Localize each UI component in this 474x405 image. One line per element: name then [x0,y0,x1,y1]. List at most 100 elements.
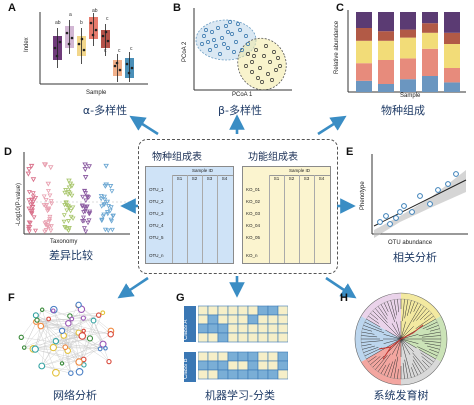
network-edge [24,330,111,348]
species-table: Sample ID S1 S2 S3 S4 OTU_1 OTU_2 OTU_3 … [145,166,234,264]
network-edge [41,348,106,367]
tree-branch [393,299,398,316]
matrix-cell [277,360,288,371]
manhattan-point [61,213,67,218]
panel-d-xlabel: Taxonomy [50,239,78,245]
matrix-cell [277,305,288,316]
manhattan-point [87,209,93,215]
tree-branch [393,356,399,379]
network-node [39,307,45,313]
stack-segment [444,32,460,44]
manhattan-point [46,207,52,213]
network-node [100,310,106,316]
stack-segment [444,12,460,33]
panel-d-letter: D [4,146,12,158]
manhattan-point [66,226,72,231]
network-edge [37,318,72,321]
tree-branch [409,304,422,324]
tree-branch [412,363,419,376]
tree-branch [362,328,373,332]
manhattan-point [48,199,54,204]
tree-branch [419,310,430,321]
correlation-scatter [371,154,468,238]
manhattan-point [69,193,75,199]
network-edge [53,309,72,374]
network-node [103,345,108,351]
tree-branch [383,302,389,312]
tree-branch [396,338,402,357]
tree-branch [422,360,430,368]
tree-branch [419,318,436,329]
network-edge [33,348,80,363]
manhattan-point [83,198,89,203]
manhattan-point [107,183,114,189]
manhattan-point [29,197,35,203]
sig-label: ab [92,8,98,14]
network-node [34,317,40,323]
network-edge [67,350,72,374]
manhattan-point [33,195,39,201]
tree-branch [391,323,402,340]
manhattan-point [103,163,109,169]
matrix-cell [217,369,229,380]
tree-branch [361,343,372,347]
class-b-label: Class B [183,358,189,379]
manhattan-point [43,197,49,203]
network-edge [93,320,110,362]
tree-branch [427,345,440,350]
matrix-cell [247,305,259,316]
panel-b-letter: B [173,2,181,14]
manhattan-point [80,215,86,221]
manhattan-point [47,214,53,220]
tree-branch [412,306,425,322]
matrix-cell [227,360,239,371]
matrix-cell [237,360,249,371]
matrix-cell [257,323,269,334]
manhattan-point [83,229,89,235]
network-edge [41,318,49,367]
row-label: KO_03 [246,211,261,216]
row-label: OTU_2 [149,199,164,204]
manhattan-point [47,218,52,224]
matrix-cell [237,314,249,325]
manhattan-point [98,193,104,199]
tree-branch [421,340,441,343]
tree-branch [418,331,441,337]
matrix-cell [198,351,209,362]
matrix-cell [227,305,239,316]
network-edge [21,337,101,350]
manhattan-point [103,182,110,188]
panel-h-caption: 系统发育树 [373,389,429,402]
row-label: OTU_5 [149,235,164,240]
network-node [37,322,45,330]
network-edge [33,318,49,349]
matrix-cell [247,369,259,380]
matrix-cell [247,332,259,343]
beta-diversity-pcoa [193,8,292,91]
tree-branch [400,338,406,357]
manhattan-point [62,225,68,231]
manhattan-point [106,204,112,209]
matrix-cell [237,305,249,316]
matrix-cell [217,305,229,316]
tree-branch [385,329,402,340]
network-node [81,362,87,368]
matrix-cell [247,323,259,334]
network-edge [24,309,43,348]
tree-branch [421,356,432,365]
differential-manhattan-plot [23,152,130,235]
panel-c-xlabel: Sample [400,93,421,99]
network-node [52,368,60,377]
tree-branch [413,302,419,312]
tree-branch [372,310,389,327]
manhattan-point [102,202,108,207]
stack-segment [378,60,394,84]
row-label: OTU_1 [149,187,164,192]
network-node [18,334,24,340]
manhattan-point [41,162,48,168]
matrix-cell [217,360,229,371]
matrix-cell [198,323,209,334]
tree-branch [423,313,432,320]
row-label: KO_05 [246,235,261,240]
